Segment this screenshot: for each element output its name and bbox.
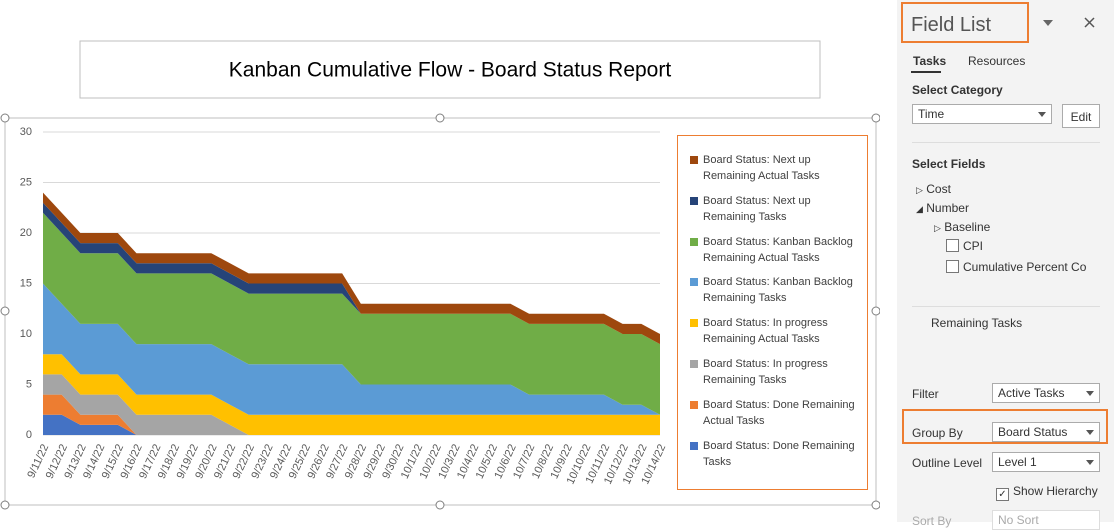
tab-underline — [911, 71, 941, 73]
legend-label: Board Status: Next up Remaining Actual T… — [703, 154, 820, 182]
y-tick-label: 5 — [26, 378, 32, 390]
field[interactable]: ◢ Number — [916, 201, 969, 215]
edit-button[interactable]: Edit — [1062, 104, 1100, 128]
handles — [0, 113, 880, 510]
outline-dropdown[interactable]: Level 1 — [992, 452, 1100, 472]
legend-swatch — [690, 237, 698, 246]
legend-label: Board Status: Kanban Backlog Remaining T… — [703, 276, 853, 305]
divider — [912, 142, 1100, 143]
legend-swatch — [690, 156, 698, 164]
field[interactable]: ▷ Cost — [916, 182, 951, 196]
field[interactable]: CPI — [946, 239, 983, 253]
category-label: Select Category — [912, 83, 1003, 97]
legend: Board Status: Next up Remaining Actual T… — [677, 135, 868, 490]
tab[interactable]: Resources — [968, 54, 1026, 68]
filter-value: Active Tasks — [998, 386, 1065, 400]
group-highlight — [902, 409, 1108, 444]
sort-label: Sort By — [912, 514, 952, 528]
area — [43, 212, 660, 415]
legend-label: Board Status: Done Remaining Tasks — [703, 439, 855, 468]
plot: 0510152025309/11/229/12/229/13/229/14/22… — [20, 126, 669, 486]
y-tick-label: 15 — [20, 277, 32, 289]
legend-label: Board Status: In progress Remaining Actu… — [703, 317, 828, 346]
legend-swatch — [690, 278, 698, 287]
legend-swatch — [690, 319, 698, 328]
selected-field[interactable]: Remaining Tasks — [931, 316, 1023, 330]
hierarchy-checkbox[interactable]: ✓ Show Hierarchy — [996, 484, 1098, 501]
category-value: Time — [918, 107, 945, 121]
chart-title: Kanban Cumulative Flow - Board Status Re… — [229, 59, 672, 82]
y-tick-label: 25 — [20, 176, 32, 188]
tab[interactable]: Tasks — [913, 54, 947, 68]
legend-swatch — [690, 360, 698, 368]
title-highlight — [901, 2, 1029, 43]
panel-title: Field List — [911, 14, 992, 36]
divider — [912, 306, 1100, 307]
legend-entry: Board Status: In progress Remaining Task… — [690, 356, 862, 388]
area — [43, 192, 660, 345]
legend-entry: Board Status: Done Remaining Actual Task… — [690, 397, 862, 429]
outline-label: Outline Level — [912, 456, 983, 470]
y-tick-label: 10 — [20, 328, 32, 340]
group-value: Board Status — [998, 425, 1068, 439]
legend-label: Board Status: Done Remaining Actual Task… — [703, 398, 855, 427]
close[interactable] — [1084, 17, 1095, 28]
area — [43, 414, 660, 435]
filter-dropdown[interactable]: Active Tasks — [992, 383, 1100, 403]
group-label: Group By — [912, 426, 963, 440]
field-tree: ▷ Cost ◢ Number ▷ Baseline CPI Cumulativ… — [912, 176, 1100, 286]
legend-swatch — [690, 196, 698, 205]
legend-label: Board Status: Kanban Backlog Remaining A… — [703, 235, 853, 264]
area — [43, 283, 660, 415]
title-box — [79, 40, 821, 99]
legend-label: Board Status: Next up Remaining Tasks — [703, 194, 811, 223]
legend-entry: Board Status: Kanban Backlog Remaining A… — [690, 234, 862, 266]
legend-swatch — [690, 441, 698, 450]
group-dropdown[interactable]: Board Status — [992, 422, 1100, 442]
y-tick-label: 0 — [26, 429, 32, 441]
y-tick-label: 20 — [20, 227, 32, 239]
fields-label: Select Fields — [912, 157, 986, 171]
legend-entry: Board Status: Next up Remaining Actual T… — [690, 152, 862, 184]
area — [43, 202, 660, 345]
legend-swatch — [690, 400, 698, 409]
legend-entry: Board Status: Kanban Backlog Remaining T… — [690, 274, 862, 306]
panel-menu[interactable] — [1043, 20, 1053, 26]
outline-value: Level 1 — [998, 455, 1037, 469]
field[interactable]: ▷ Baseline — [934, 220, 991, 234]
category-dropdown[interactable]: Time — [912, 104, 1052, 124]
filter-label: Filter — [912, 387, 939, 401]
chart: Kanban Cumulative Flow - Board Status Re… — [0, 40, 880, 510]
sort-dropdown[interactable]: No Sort — [992, 510, 1100, 530]
field-list-panel: Field List Tasks Resources Select Catego… — [897, 0, 1114, 530]
legend-label: Board Status: In progress Remaining Task… — [703, 358, 828, 386]
area — [43, 374, 660, 435]
field[interactable]: Cumulative Percent Co — [946, 260, 1086, 274]
y-tick-label: 30 — [20, 126, 32, 138]
legend-entry: Board Status: Next up Remaining Tasks — [690, 193, 862, 225]
legend-entry: Board Status: Done Remaining Tasks — [690, 438, 862, 470]
legend-entry: Board Status: In progress Remaining Actu… — [690, 315, 862, 347]
